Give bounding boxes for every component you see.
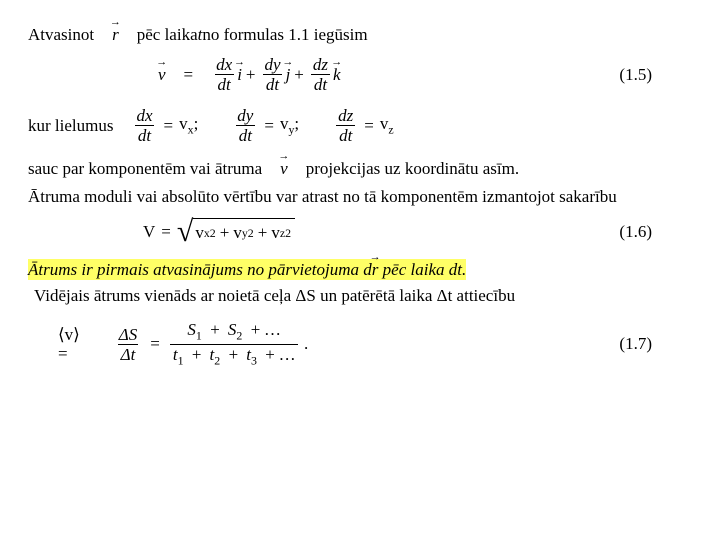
equals: = [164, 115, 174, 137]
highlight-line: Ātrums ir pirmais atvasinājums no pārvie… [28, 259, 692, 281]
line-atvasinot: Atvasinot → r pēc laika t no formulas 1.… [28, 24, 692, 46]
equation-1-6: V = √ vx2 + vy2 + vz2 (1.6) [28, 218, 692, 245]
fraction: dx dt [213, 56, 235, 93]
square-root: √ vx2 + vy2 + vz2 [177, 218, 295, 245]
text: Atvasinot [28, 24, 94, 46]
text: sauc par komponentēm vai ātruma [28, 158, 262, 180]
highlight-text: Ātrums ir pirmais atvasinājums no pārvie… [28, 259, 466, 280]
line-kur-lielumus: kur lielumus dx dt = vx; dy dt = vy; dz … [28, 107, 692, 144]
equals: = [161, 221, 171, 243]
text: pēc laika [137, 24, 198, 46]
text: no formulas 1.1 iegūsim [202, 24, 367, 46]
equation-number: (1.7) [619, 333, 652, 355]
equation-1-7: ⟨v⟩ = ΔS Δt = S1 + S2 + … t1 + t2 + t3 +… [28, 321, 692, 367]
plus: + [294, 64, 304, 86]
line-atruma-moduli: Ātruma moduli vai absolūto vērtību var a… [28, 186, 692, 208]
equation-number: (1.6) [619, 221, 652, 243]
component-vz: vz [380, 113, 394, 138]
radical-icon: √ [177, 218, 193, 245]
vector-r: → r [112, 24, 119, 46]
text: projekcijas uz koordinātu asīm. [306, 158, 519, 180]
fraction: dz dt [335, 107, 356, 144]
line-videjais: Vidējais ātrums vienāds ar noietā ceļa Δ… [34, 285, 692, 307]
vector-arrow-icon: → [370, 250, 381, 264]
vector-arrow-icon: → [110, 15, 121, 29]
equation-number: (1.5) [619, 64, 652, 86]
vector-arrow-icon: → [156, 55, 167, 69]
fraction: dy dt [234, 107, 256, 144]
radicand: vx2 + vy2 + vz2 [193, 218, 295, 245]
equals: = [150, 333, 160, 355]
equals: = [264, 115, 274, 137]
fraction: dx dt [133, 107, 155, 144]
equation-1-5: → v = dx dt → i + dy dt → j + dz dt → k … [28, 56, 692, 93]
component-vx: vx; [179, 113, 198, 138]
text: kur lielumus [28, 115, 113, 137]
period: . [304, 333, 308, 355]
line-sauc-par: sauc par komponentēm vai ātruma → v proj… [28, 158, 692, 180]
vector-r: →r [372, 259, 379, 281]
plus: + [246, 64, 256, 86]
fraction: dz dt [310, 56, 331, 93]
vector-v: → v [280, 158, 288, 180]
avg-v: ⟨v⟩ = [58, 325, 80, 364]
unit-vector-k: → k [333, 64, 341, 86]
unit-vector-i: → i [237, 64, 242, 86]
equals: = [184, 64, 194, 86]
vector-arrow-icon: → [282, 55, 293, 69]
vector-arrow-icon: → [278, 149, 289, 163]
var-V: V [143, 221, 155, 243]
vector-arrow-icon: → [331, 55, 342, 69]
vector-v: → v [158, 64, 166, 86]
fraction: dy dt [262, 56, 284, 93]
unit-vector-j: → j [286, 64, 291, 86]
vector-arrow-icon: → [234, 55, 245, 69]
fraction-sums: S1 + S2 + … t1 + t2 + t3 + … [170, 321, 298, 367]
fraction-ds-dt: ΔS Δt [116, 326, 140, 363]
component-vy: vy; [280, 113, 299, 138]
equals: = [364, 115, 374, 137]
